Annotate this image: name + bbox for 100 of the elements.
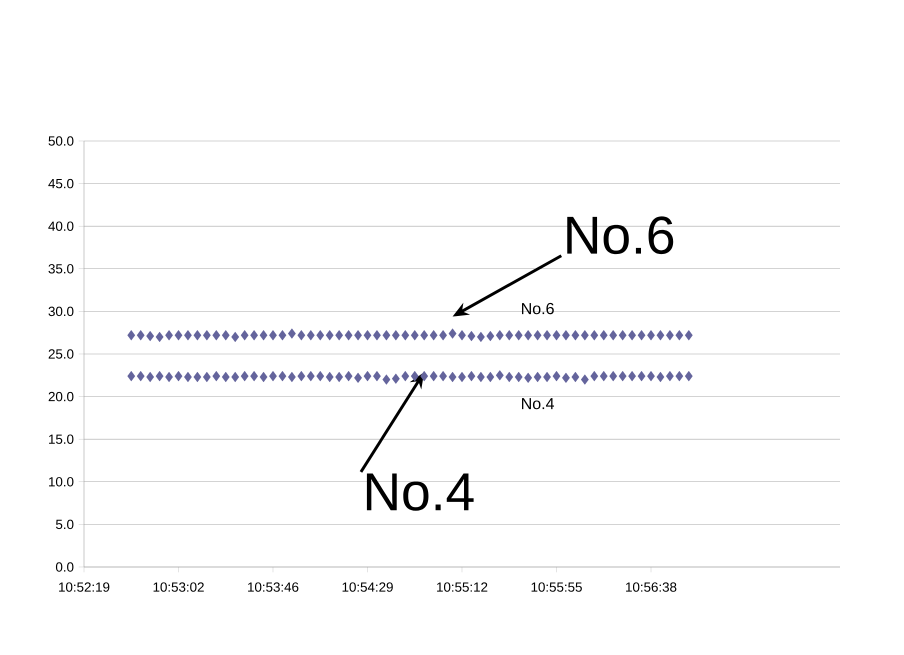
- point: [647, 371, 655, 382]
- point: [420, 371, 428, 382]
- x-tick-label: 10:56:38: [626, 582, 676, 592]
- point: [600, 371, 608, 382]
- point: [572, 372, 580, 382]
- point: [552, 371, 560, 382]
- point: [401, 330, 410, 340]
- point: [278, 371, 286, 382]
- point: [684, 371, 693, 382]
- point: [326, 372, 334, 382]
- point: [306, 371, 315, 382]
- point: [184, 330, 192, 340]
- point: [656, 330, 664, 340]
- point: [628, 330, 636, 340]
- x-tick-label: 10:53:46: [248, 582, 298, 592]
- point: [477, 372, 485, 382]
- point: [514, 372, 523, 382]
- x-tick-label: 10:54:29: [342, 582, 393, 592]
- point: [486, 372, 494, 382]
- point: [364, 330, 372, 340]
- point: [675, 371, 684, 382]
- point: [240, 330, 249, 340]
- point: [420, 330, 428, 340]
- point: [335, 330, 344, 340]
- y-tick-label: 10.0: [49, 477, 74, 486]
- point: [524, 330, 532, 340]
- point: [288, 328, 296, 339]
- point: [543, 372, 551, 382]
- point: [288, 372, 296, 382]
- point: [240, 371, 249, 382]
- point: [156, 371, 164, 382]
- point: [410, 371, 419, 382]
- point: [505, 330, 514, 340]
- annotation: No.6: [567, 216, 674, 254]
- point: [184, 372, 192, 382]
- point: [127, 371, 136, 382]
- point: [364, 371, 372, 382]
- point: [373, 330, 381, 340]
- point: [666, 371, 674, 382]
- y-tick-label: 40.0: [48, 221, 74, 231]
- point: [656, 372, 664, 382]
- point: [410, 330, 419, 340]
- point: [146, 372, 154, 382]
- point: [297, 371, 306, 382]
- point: [260, 372, 268, 382]
- point: [382, 330, 390, 340]
- y-tick-label: 20.0: [48, 392, 74, 402]
- point: [174, 330, 182, 340]
- point: [250, 371, 258, 382]
- point: [194, 330, 202, 340]
- point: [212, 330, 220, 340]
- point: [552, 330, 560, 340]
- point: [618, 371, 627, 382]
- point: [392, 330, 400, 340]
- point: [222, 372, 230, 382]
- y-tick-label: 30.0: [48, 306, 74, 316]
- point: [127, 330, 136, 340]
- point: [638, 371, 646, 382]
- point: [609, 330, 618, 340]
- point: [562, 372, 570, 383]
- point: [590, 371, 598, 382]
- x-tick-label: 10:52:19: [59, 582, 110, 592]
- y-tick-label: 0.0: [56, 562, 74, 572]
- point: [202, 372, 211, 382]
- point: [468, 331, 476, 342]
- point: [156, 332, 164, 342]
- point: [136, 371, 145, 382]
- point: [222, 330, 230, 340]
- y-tick-label: 45.0: [48, 178, 74, 188]
- point: [628, 371, 636, 382]
- point: [562, 330, 570, 340]
- point: [231, 372, 240, 382]
- point: [590, 330, 598, 340]
- point: [505, 372, 514, 382]
- point: [174, 371, 182, 382]
- point: [212, 371, 220, 382]
- annotation: No.4: [366, 474, 474, 511]
- point: [430, 330, 438, 340]
- point: [477, 332, 485, 342]
- point: [269, 330, 277, 340]
- point: [202, 330, 211, 340]
- y-tick-label: 50.0: [48, 136, 74, 146]
- point: [306, 330, 315, 340]
- point: [514, 330, 523, 340]
- point: [316, 371, 324, 382]
- point: [684, 330, 693, 340]
- point: [373, 371, 381, 382]
- point: [618, 330, 627, 340]
- point: [580, 374, 589, 385]
- point: [335, 372, 344, 382]
- point: [458, 330, 466, 340]
- point: [260, 330, 268, 340]
- series-label: No.4: [522, 398, 554, 410]
- point: [136, 330, 145, 340]
- point: [382, 374, 390, 385]
- point: [580, 330, 589, 340]
- point: [401, 371, 410, 382]
- point: [448, 328, 456, 339]
- point: [344, 330, 352, 340]
- y-tick-label: 5.0: [56, 520, 74, 530]
